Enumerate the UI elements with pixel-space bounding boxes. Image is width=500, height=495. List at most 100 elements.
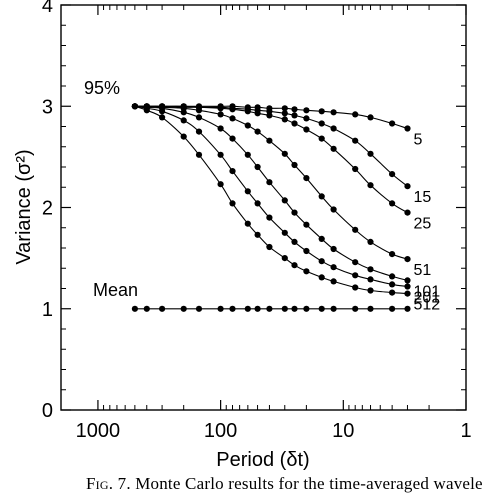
y-tick-label: 0: [42, 400, 53, 422]
data-point-mean: [367, 305, 374, 312]
data-point-512: [389, 289, 396, 296]
data-point-mean: [180, 305, 187, 312]
data-point-mean: [389, 305, 396, 312]
data-point-201: [330, 264, 337, 271]
data-point-mean: [244, 305, 251, 312]
data-point-mean: [281, 305, 288, 312]
y-tick-label: 3: [42, 96, 53, 118]
data-point-51: [229, 115, 236, 122]
data-point-201: [318, 258, 325, 265]
data-point-51: [318, 193, 325, 200]
data-point-512: [404, 290, 411, 297]
series-label-101: 101: [414, 283, 441, 300]
data-point-mean: [352, 305, 359, 312]
data-point-101: [254, 163, 261, 171]
data-point-15: [330, 125, 337, 132]
data-point-51: [195, 107, 203, 114]
data-point-201: [266, 214, 273, 221]
data-point-101: [217, 125, 224, 132]
data-point-101: [318, 235, 325, 242]
data-point-5: [367, 114, 374, 121]
data-point-512: [318, 274, 325, 281]
data-point-25: [303, 126, 310, 133]
data-point-25: [389, 200, 396, 207]
data-point-512: [180, 133, 187, 140]
data-point-15: [303, 115, 310, 122]
data-point-201: [217, 151, 224, 158]
data-point-512: [143, 107, 150, 114]
data-point-512: [254, 231, 261, 238]
data-point-25: [352, 165, 359, 173]
series-label-25: 25: [414, 216, 432, 233]
data-point-25: [404, 209, 411, 216]
x-tick-labels: 1000 100 10 1: [76, 420, 472, 442]
data-point-101: [389, 273, 396, 280]
data-point-201: [195, 128, 203, 135]
series-points: [131, 103, 411, 312]
data-point-101: [367, 266, 374, 273]
caption-text: . 7. Monte Carlo results for the time-av…: [108, 474, 483, 493]
data-point-mean: [217, 305, 224, 312]
series-curves: [134, 105, 408, 310]
data-point-25: [229, 106, 236, 113]
data-point-201: [303, 247, 310, 255]
y-tick-label: 1: [42, 299, 53, 321]
data-point-5: [389, 120, 396, 127]
data-point-5: [281, 105, 288, 112]
data-point-mean: [404, 305, 411, 312]
data-point-mean: [318, 305, 325, 312]
data-point-51: [303, 175, 310, 182]
data-point-15: [389, 171, 396, 178]
series-line-25: [134, 105, 408, 214]
data-point-5: [303, 107, 310, 114]
data-point-101: [281, 197, 288, 204]
data-point-512: [131, 103, 138, 110]
x-tick-label: 1: [460, 420, 471, 442]
data-point-512: [352, 284, 359, 291]
series-label-5: 5: [414, 132, 423, 149]
data-point-101: [330, 245, 337, 253]
data-point-5: [318, 108, 325, 115]
data-point-512: [291, 262, 298, 269]
data-point-25: [217, 105, 224, 112]
data-point-201: [291, 238, 298, 245]
series-line-201: [134, 105, 408, 288]
data-point-512: [303, 268, 310, 275]
data-point-51: [217, 111, 224, 118]
axis-ticks: [60, 4, 467, 411]
data-point-51: [367, 238, 374, 245]
data-point-25: [291, 120, 298, 127]
data-point-5: [291, 106, 298, 113]
data-point-25: [266, 112, 273, 119]
data-point-512: [229, 200, 236, 207]
data-point-512: [159, 114, 166, 121]
series-label-512: 512: [414, 297, 441, 314]
data-point-201: [229, 168, 236, 175]
x-tick-label: 10: [332, 420, 354, 442]
data-point-512: [330, 278, 337, 285]
data-point-512: [266, 243, 273, 251]
data-point-201: [180, 117, 187, 124]
data-point-mean: [195, 305, 203, 312]
annotation-mean: Mean: [93, 280, 138, 300]
y-tick-label: 4: [42, 0, 53, 17]
data-point-25: [367, 182, 374, 189]
y-tick-labels: 0 1 2 3 4: [42, 0, 53, 422]
data-point-25: [244, 108, 251, 115]
data-point-mean: [266, 305, 273, 312]
data-point-51: [244, 122, 251, 129]
y-tick-label: 2: [42, 198, 53, 220]
data-point-5: [404, 125, 411, 132]
data-point-201: [244, 188, 251, 195]
data-point-201: [404, 283, 411, 290]
series-label-201: 201: [414, 290, 441, 307]
x-axis-label: Period (δt): [216, 449, 309, 471]
data-point-201: [254, 200, 261, 207]
data-point-101: [303, 221, 310, 228]
data-point-101: [195, 114, 203, 121]
data-point-15: [404, 183, 411, 190]
annotation-95: 95%: [84, 78, 120, 98]
data-point-mean: [303, 305, 310, 312]
data-point-mean: [254, 305, 261, 312]
